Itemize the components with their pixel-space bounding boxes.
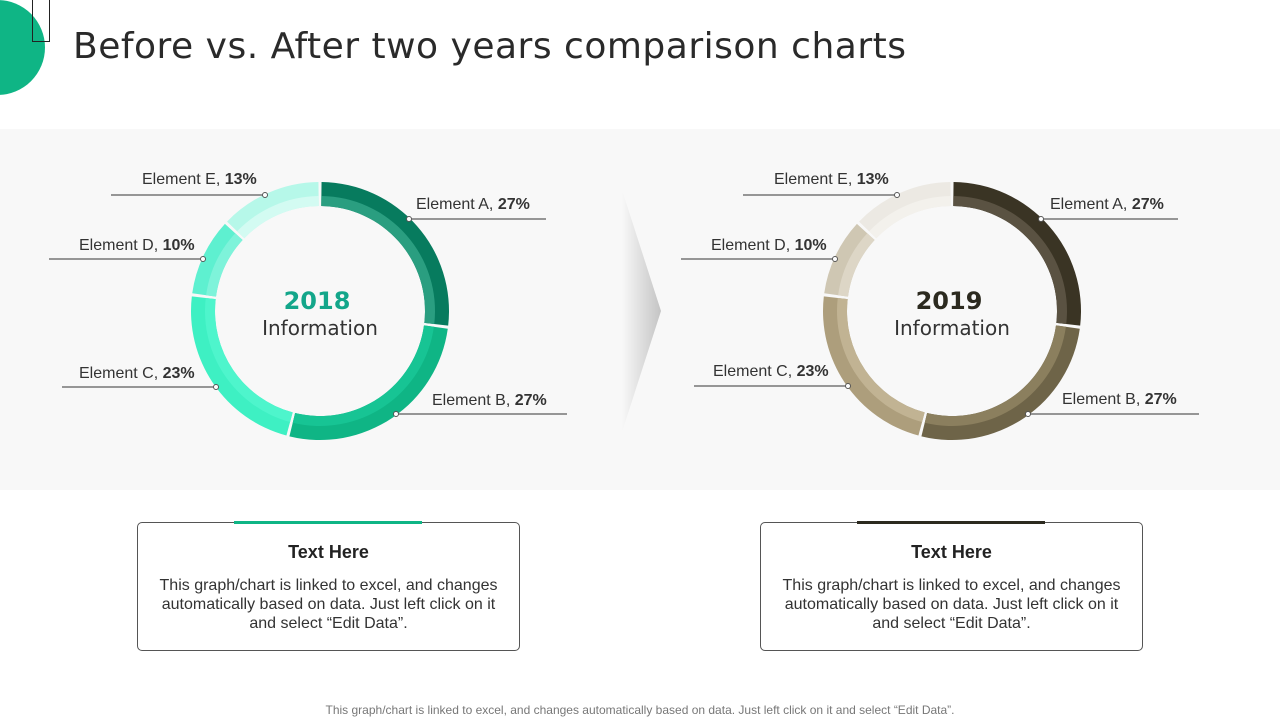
leader-dot — [845, 383, 851, 389]
footer-note: This graph/chart is linked to excel, and… — [325, 703, 955, 717]
text-box-title: Text Here — [288, 542, 369, 562]
slice-value: 27% — [1132, 196, 1164, 213]
donut-slice-outer — [953, 182, 1081, 326]
donut-slice-outer — [321, 182, 449, 326]
text-box-2018: Text Here This graph/chart is linked to … — [137, 521, 520, 651]
slice-category: Element D, — [711, 237, 795, 254]
page-title: Before vs. After two years comparison ch… — [73, 26, 907, 67]
slice-value: 27% — [1145, 391, 1177, 408]
slice-label: Element C, 23% — [79, 365, 195, 382]
slice-category: Element E, — [774, 171, 857, 188]
slice-label: Element C, 23% — [713, 363, 829, 380]
leader-dot — [262, 192, 268, 198]
donut-slice-inner — [292, 325, 434, 427]
donut-slice-inner — [206, 233, 243, 297]
corner-outline-rect — [32, 0, 50, 42]
slice-value: 10% — [163, 237, 195, 254]
donut-slice-inner — [204, 297, 293, 423]
leader-dot — [894, 192, 900, 198]
slice-category: Element C, — [713, 363, 797, 380]
donut-slice-inner — [838, 233, 875, 297]
slice-label: Element B, 27% — [432, 392, 547, 409]
slice-value: 23% — [163, 365, 195, 382]
donut-slice-inner — [237, 196, 319, 239]
slice-value: 13% — [225, 171, 257, 188]
leader-dot — [213, 384, 219, 390]
slice-label: Element E, 13% — [774, 171, 889, 188]
slice-category: Element E, — [142, 171, 225, 188]
slice-value: 10% — [795, 237, 827, 254]
slice-label: Element B, 27% — [1062, 391, 1177, 408]
slice-label: Element D, 10% — [711, 237, 827, 254]
slice-label: Element D, 10% — [79, 237, 195, 254]
leader-dot — [406, 216, 412, 222]
text-box-body: This graph/chart is linked to excel, and… — [159, 577, 498, 632]
text-box-tab — [857, 521, 1045, 524]
leader-dot — [832, 256, 838, 262]
slice-category: Element C, — [79, 365, 163, 382]
donut-slice-inner — [321, 196, 436, 325]
slice-category: Element A, — [416, 196, 498, 213]
center-label: Information — [262, 316, 378, 340]
slice-label: Element E, 13% — [142, 171, 257, 188]
slice-category: Element B, — [432, 392, 515, 409]
center-year: 2018 — [284, 287, 351, 315]
text-box-tab — [234, 521, 422, 524]
donut-slice-inner — [837, 297, 925, 423]
text-box-body: This graph/chart is linked to excel, and… — [782, 577, 1121, 632]
slice-label: Element A, 27% — [1050, 196, 1164, 213]
donut-slice-inner — [869, 196, 951, 239]
slice-category: Element B, — [1062, 391, 1145, 408]
slice-value: 27% — [515, 392, 547, 409]
transition-chevron — [622, 190, 661, 432]
slice-category: Element D, — [79, 237, 163, 254]
leader-dot — [1025, 411, 1031, 417]
slice-label: Element A, 27% — [416, 196, 530, 213]
slice-category: Element A, — [1050, 196, 1132, 213]
leader-dot — [200, 256, 206, 262]
text-box-title: Text Here — [911, 542, 992, 562]
center-label: Information — [894, 316, 1010, 340]
leader-dot — [393, 411, 399, 417]
text-box-2019: Text Here This graph/chart is linked to … — [760, 521, 1143, 651]
slice-value: 13% — [857, 171, 889, 188]
slice-value: 23% — [797, 363, 829, 380]
donut-slice-inner — [953, 196, 1067, 325]
center-year: 2019 — [916, 287, 983, 315]
slice-value: 27% — [498, 196, 530, 213]
donut-slice-inner — [924, 325, 1066, 426]
leader-dot — [1038, 216, 1044, 222]
